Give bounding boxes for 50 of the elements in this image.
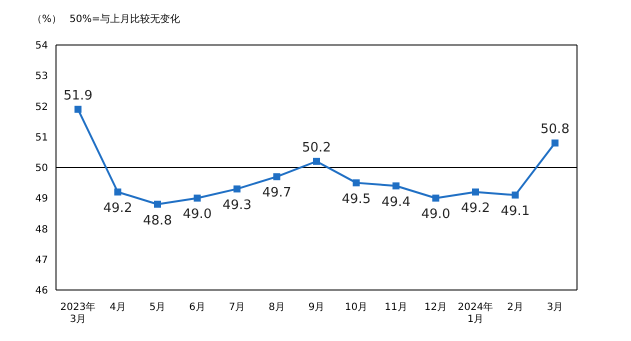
x-tick-label: 2月 (507, 302, 524, 313)
data-label: 49.1 (500, 204, 530, 220)
data-label: 49.2 (103, 201, 132, 216)
point (273, 173, 280, 180)
x-tick-label: 2024年 1月 (458, 301, 494, 325)
y-tick-label: 46 (35, 286, 48, 297)
x-tick-label: 3月 (546, 302, 564, 313)
data-label: 48.8 (143, 213, 172, 228)
x-tick-label: 6月 (189, 302, 206, 313)
data-label: 51.9 (64, 88, 92, 104)
data-label: 49.7 (262, 186, 292, 201)
point (194, 194, 201, 202)
data-label: 49.4 (382, 194, 410, 210)
point (392, 182, 400, 190)
y-tick-label: 51 (35, 132, 48, 144)
data-label: 49.3 (222, 198, 252, 213)
point (114, 188, 122, 196)
x-tick-label: 4月 (110, 302, 126, 313)
x-tick-label: 7月 (228, 302, 246, 313)
point (472, 188, 479, 196)
point (512, 192, 519, 199)
point (352, 179, 360, 186)
text: 50%=与上月比较无变化 (70, 12, 180, 26)
y-tick-label: 54 (35, 40, 48, 52)
data-label: 50.2 (302, 140, 331, 156)
y-tick-label: 48 (35, 224, 48, 236)
y-tick-label: 53 (35, 71, 48, 82)
y-tick-label: 47 (35, 254, 48, 266)
point (154, 200, 161, 208)
data-label: 49.5 (342, 192, 371, 207)
data-label: 50.8 (540, 122, 570, 137)
x-tick-label: 2023年 3月 (60, 301, 96, 325)
x-tick-label: 11月 (384, 302, 408, 313)
y-tick-label: 52 (35, 102, 48, 113)
point (234, 185, 240, 192)
x-tick-label: 9月 (308, 302, 325, 313)
x-tick-label: 12月 (424, 302, 448, 313)
y-tick-label: 50 (35, 163, 48, 174)
data-label: 49.2 (461, 201, 490, 216)
data-label: 49.0 (182, 207, 212, 222)
point (432, 194, 440, 202)
x-tick-label: 8月 (268, 302, 285, 313)
point (74, 106, 82, 113)
text: （%） (32, 13, 62, 26)
x-tick-label: 10月 (344, 302, 368, 313)
data-label: 49.0 (421, 207, 450, 222)
y-tick-label: 49 (35, 194, 48, 205)
point (313, 158, 320, 165)
x-tick-label: 5月 (149, 302, 166, 313)
point (552, 140, 558, 146)
